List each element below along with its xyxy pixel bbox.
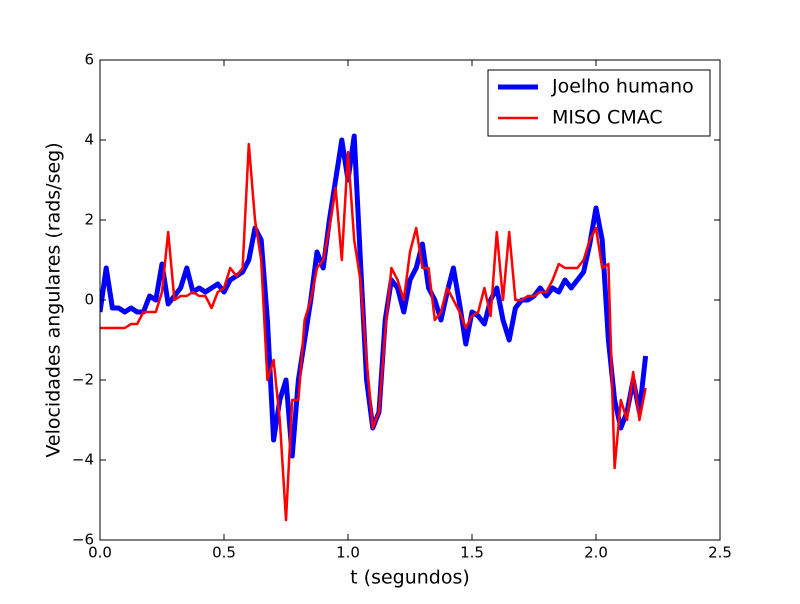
x-tick-label: 2.0 <box>584 544 608 562</box>
data-line <box>100 142 647 522</box>
x-tick-label: 2.5 <box>708 544 732 562</box>
y-tick-label: −4 <box>72 451 94 469</box>
y-axis-label: Velocidades angulares (rads/seg) <box>43 142 65 457</box>
x-axis-label: t (segundos) <box>350 567 470 589</box>
y-tick-label: 4 <box>84 131 94 149</box>
legend-label: MISO CMAC <box>552 107 663 129</box>
legend-box <box>487 69 711 137</box>
y-tick-label: 2 <box>84 211 94 229</box>
y-tick-label: −6 <box>72 531 94 549</box>
y-tick-label: 0 <box>84 291 94 309</box>
x-tick-label: 0.5 <box>212 544 236 562</box>
x-tick-label: 0.0 <box>88 544 112 562</box>
y-tick-label: −2 <box>72 371 94 389</box>
x-tick-label: 1.5 <box>460 544 484 562</box>
y-tick-label: 6 <box>84 51 94 69</box>
x-tick-label: 1.0 <box>336 544 360 562</box>
legend-label: Joelho humano <box>551 76 694 98</box>
